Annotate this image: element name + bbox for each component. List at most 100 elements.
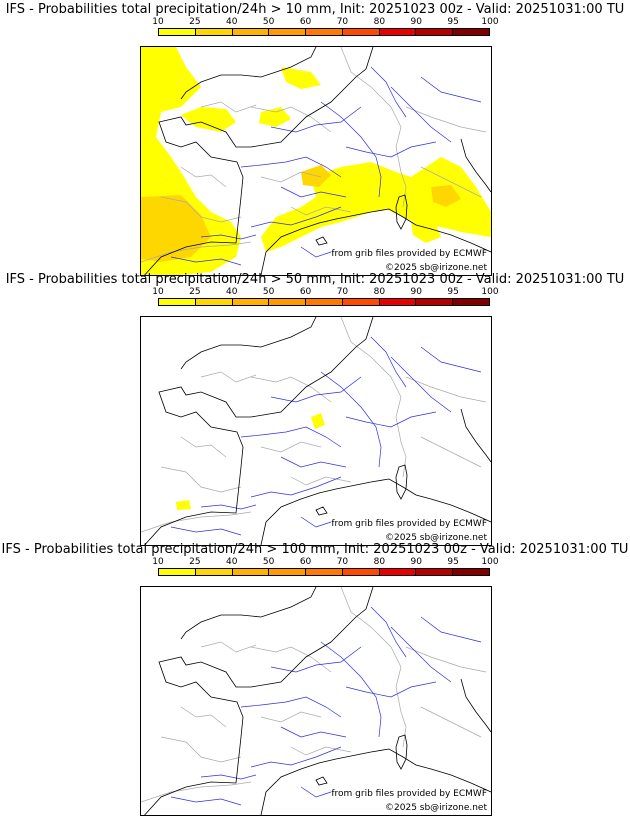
river bbox=[420, 76, 482, 103]
colorbar-tick-label: 40 bbox=[226, 557, 238, 567]
colorbar-tick-label: 95 bbox=[447, 557, 459, 567]
probability-area-yellow bbox=[259, 107, 291, 127]
colorbar-tick-label: 25 bbox=[189, 17, 201, 27]
map-area: from grib files provided by ECMWF ©2025 s… bbox=[140, 316, 492, 546]
river bbox=[170, 796, 242, 806]
colorbar-segment bbox=[269, 299, 307, 305]
map-svg bbox=[141, 47, 491, 275]
colorbar-tick-label: 90 bbox=[410, 557, 422, 567]
river bbox=[345, 681, 437, 698]
river bbox=[300, 246, 332, 258]
colorbar-segment bbox=[416, 299, 454, 305]
probability-area-yellow bbox=[311, 413, 325, 429]
map-panel-10mm: IFS - Probabilities total precipitation/… bbox=[0, 0, 630, 276]
river bbox=[250, 476, 342, 498]
map-area: from grib files provided by ECMWF ©2025 s… bbox=[140, 586, 492, 816]
coastline bbox=[460, 678, 491, 733]
coastline bbox=[180, 47, 317, 100]
region-border bbox=[180, 436, 227, 458]
colorbar-tick-label: 70 bbox=[336, 17, 349, 27]
region-border bbox=[260, 171, 322, 183]
region-border bbox=[250, 376, 332, 403]
colorbar-tick-label: 10 bbox=[152, 557, 164, 567]
region-border bbox=[405, 646, 487, 673]
region-border bbox=[160, 196, 242, 223]
colorbar-segment bbox=[159, 569, 196, 575]
colorbar-segment bbox=[342, 569, 380, 575]
river bbox=[420, 616, 482, 643]
river bbox=[320, 641, 382, 738]
source-credit: from grib files provided by ECMWF bbox=[331, 519, 487, 529]
river bbox=[170, 526, 242, 536]
colorbar-segment bbox=[232, 29, 270, 35]
colorbar-segment bbox=[379, 569, 417, 575]
colorbar-segment bbox=[195, 29, 233, 35]
region-border bbox=[160, 466, 242, 493]
colorbar-tick-label: 90 bbox=[410, 287, 422, 297]
river bbox=[370, 606, 407, 658]
colorbar-tick-label: 95 bbox=[447, 287, 459, 297]
region-border bbox=[420, 706, 482, 738]
colorbar-tick-label: 25 bbox=[189, 557, 201, 567]
colorbar-tick-label: 10 bbox=[152, 17, 164, 27]
river bbox=[390, 626, 452, 683]
probability-area-yellow bbox=[281, 67, 321, 89]
river bbox=[300, 516, 332, 528]
river bbox=[250, 206, 342, 228]
colorbar-tick-label: 100 bbox=[481, 557, 499, 567]
colorbar-segment bbox=[306, 29, 343, 35]
colorbar-segment bbox=[416, 29, 454, 35]
river bbox=[320, 371, 382, 468]
probability-area-yellow bbox=[261, 157, 491, 252]
river bbox=[170, 256, 242, 266]
colorbar-tick-label: 70 bbox=[336, 287, 349, 297]
region-border bbox=[200, 641, 257, 653]
river bbox=[250, 746, 342, 768]
colorbar-segment bbox=[232, 569, 270, 575]
coastline bbox=[144, 47, 374, 275]
colorbar-tick-label: 95 bbox=[447, 17, 459, 27]
coastline bbox=[260, 208, 491, 275]
colorbar-segment bbox=[269, 569, 307, 575]
island-balearic bbox=[315, 776, 328, 786]
colorbar-segment bbox=[342, 29, 380, 35]
colorbar-segment bbox=[453, 29, 490, 35]
island-corsica bbox=[395, 734, 408, 770]
colorbar-tick-label: 40 bbox=[226, 17, 238, 27]
colorbar-tick-label: 50 bbox=[262, 17, 275, 27]
river bbox=[200, 774, 257, 780]
copyright-credit: ©2025 sb@irizone.net bbox=[385, 803, 487, 813]
probability-area-yellow bbox=[141, 75, 176, 102]
colorbar-tick-label: 100 bbox=[481, 17, 499, 27]
island-corsica bbox=[395, 194, 408, 230]
river bbox=[270, 646, 362, 673]
colorbar-tick-label: 70 bbox=[336, 557, 349, 567]
source-credit: from grib files provided by ECMWF bbox=[331, 249, 487, 259]
river bbox=[280, 726, 347, 738]
river bbox=[390, 86, 452, 143]
region-border bbox=[180, 706, 227, 728]
probability-area-yellow bbox=[176, 500, 191, 510]
source-credit: from grib files provided by ECMWF bbox=[331, 789, 487, 799]
colorbar-tick-label: 60 bbox=[299, 557, 312, 567]
region-border bbox=[180, 166, 227, 188]
colorbar bbox=[158, 568, 490, 576]
copyright-credit: ©2025 sb@irizone.net bbox=[385, 533, 487, 543]
panel-title: IFS - Probabilities total precipitation/… bbox=[5, 2, 625, 17]
map-svg bbox=[141, 317, 491, 545]
region-border bbox=[250, 646, 332, 673]
probability-area-yellow bbox=[411, 222, 441, 243]
probability-area-orange bbox=[431, 185, 461, 207]
river bbox=[200, 234, 257, 240]
river bbox=[370, 336, 407, 388]
colorbar-segment bbox=[159, 29, 196, 35]
panel-title: IFS - Probabilities total precipitation/… bbox=[1, 542, 629, 557]
map-area: from grib files provided by ECMWF ©2025 s… bbox=[140, 46, 492, 276]
coastline bbox=[180, 317, 317, 370]
region-border bbox=[420, 436, 482, 468]
colorbar-segment bbox=[416, 569, 454, 575]
colorbar-tick-label: 80 bbox=[373, 17, 386, 27]
colorbar-segment bbox=[453, 569, 490, 575]
colorbar-tick-label: 50 bbox=[262, 557, 275, 567]
copyright-credit: ©2025 sb@irizone.net bbox=[385, 263, 487, 273]
